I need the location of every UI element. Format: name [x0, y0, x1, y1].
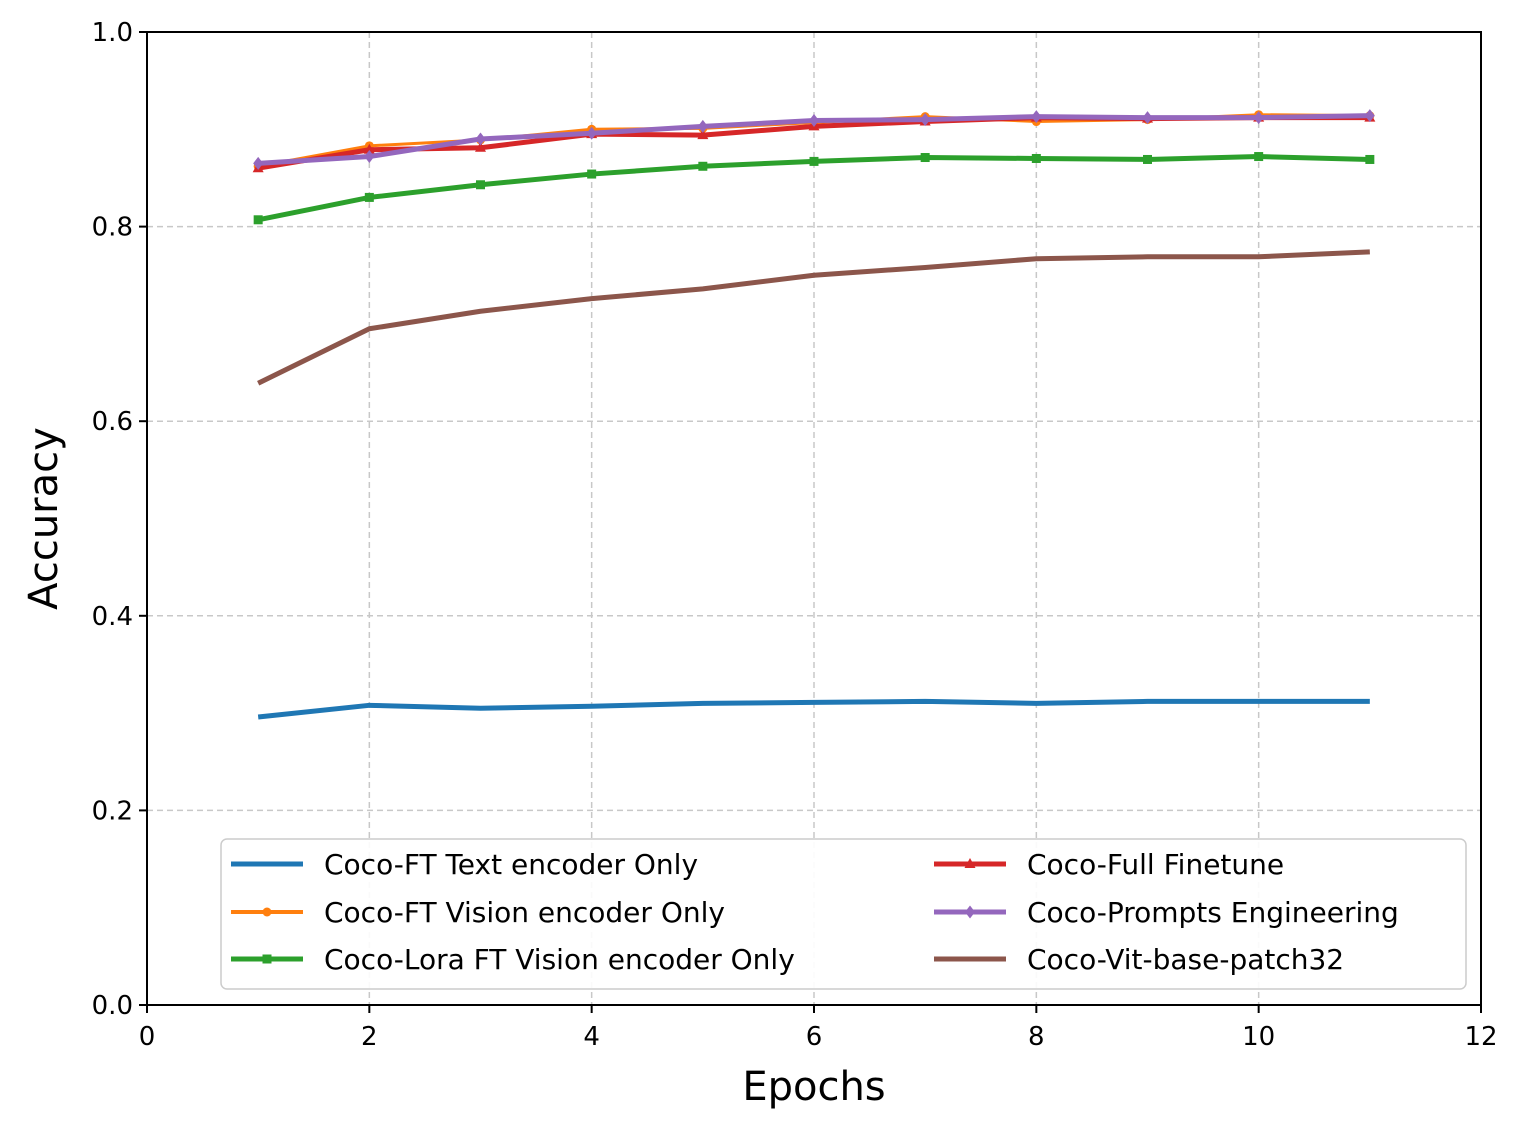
legend: Coco-FT Text encoder Only Coco-FT Vision …: [220, 838, 1467, 990]
x-tick-label: 0: [139, 1022, 156, 1052]
x-tick-label: 8: [1028, 1022, 1045, 1052]
data-point: [697, 119, 708, 133]
x-tick-label: 10: [1242, 1022, 1275, 1052]
data-point: [1253, 111, 1264, 125]
y-tick-label: 0.0: [92, 991, 133, 1021]
legend-entry: Coco-Prompts Engineering: [934, 896, 1399, 929]
x-tick-label: 6: [806, 1022, 823, 1052]
legend-label: Coco-Prompts Engineering: [1027, 896, 1399, 929]
legend-entry: Coco-Lora FT Vision encoder Only: [231, 943, 795, 976]
data-point: [697, 129, 709, 140]
data-point: [1031, 110, 1042, 124]
data-point: [476, 180, 485, 190]
series-line: [257, 698, 1370, 720]
series-5: [253, 109, 1375, 170]
x-tick-label: 2: [361, 1022, 378, 1052]
legend-marker: [262, 907, 272, 917]
data-point: [363, 143, 375, 154]
data-point: [1365, 154, 1375, 164]
series-6: [257, 249, 1370, 386]
legend-label: Coco-Full Finetune: [1027, 848, 1284, 881]
data-point: [698, 161, 708, 171]
legend-label: Coco-Lora FT Vision encoder Only: [324, 943, 795, 976]
data-point: [1142, 111, 1153, 125]
x-axis-label: Epochs: [742, 1064, 885, 1110]
data-point: [1143, 154, 1152, 164]
legend-entry: Coco-FT Vision encoder Only: [231, 896, 725, 929]
legend-label: Coco-FT Vision encoder Only: [324, 896, 725, 929]
data-point: [920, 113, 931, 127]
y-tick-label: 0.4: [92, 602, 133, 632]
data-point: [809, 114, 819, 128]
data-point: [253, 156, 264, 170]
data-point: [587, 169, 597, 179]
legend-box: [220, 838, 1467, 990]
data-point: [586, 126, 597, 140]
x-tick-label: 12: [1464, 1022, 1497, 1052]
series-3: [253, 152, 1375, 225]
series-line: [257, 249, 1370, 386]
y-tick-label: 0.2: [92, 796, 133, 826]
data-point: [1254, 152, 1264, 162]
y-axis-label: Accuracy: [21, 427, 67, 610]
data-point: [364, 192, 374, 202]
x-tick-label: 4: [583, 1022, 600, 1052]
legend-marker: [262, 954, 272, 964]
legend-marker: [965, 905, 975, 919]
series-1: [257, 698, 1370, 720]
series-lines: [252, 109, 1376, 720]
data-point: [1364, 109, 1375, 123]
data-point: [253, 215, 263, 225]
data-point: [920, 153, 930, 163]
data-point: [475, 132, 486, 146]
legend-label: Coco-FT Text encoder Only: [324, 848, 698, 881]
legend-entry: Coco-FT Text encoder Only: [231, 848, 698, 881]
data-point: [364, 150, 375, 164]
y-tick-label: 0.8: [92, 213, 133, 243]
data-point: [1031, 153, 1041, 163]
data-point: [475, 141, 486, 152]
data-point: [809, 156, 819, 166]
legend-marker: [964, 858, 976, 868]
legend-label: Coco-Vit-base-patch32: [1027, 943, 1344, 976]
y-tick-label: 1.0: [92, 18, 133, 48]
legend-entry: Coco-Full Finetune: [934, 848, 1284, 881]
legend-entry: Coco-Vit-base-patch32: [934, 943, 1344, 976]
axis-ticks: 0 2 4 6 8 10 12 0.0 0.2 0.4 0.6 0.8 1.0: [92, 18, 1498, 1052]
y-tick-label: 0.6: [92, 407, 133, 437]
